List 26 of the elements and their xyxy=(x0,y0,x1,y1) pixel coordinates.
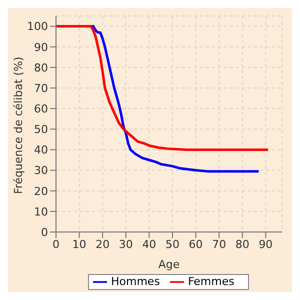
legend-label: Hommes xyxy=(111,275,160,288)
x-tick-label: 70 xyxy=(212,238,226,251)
x-tick-label: 80 xyxy=(235,238,250,251)
x-tick-label: 10 xyxy=(72,238,86,251)
y-axis-title: Fréquence de célibat (%) xyxy=(12,56,25,194)
y-tick-label: 40 xyxy=(34,144,48,157)
x-tick-label: 30 xyxy=(118,238,133,251)
x-tick-label: 90 xyxy=(258,238,273,251)
x-tick-label: 20 xyxy=(96,238,110,251)
y-tick-label: 10 xyxy=(34,205,48,218)
y-tick-label: 70 xyxy=(34,82,48,95)
x-axis-title: Age xyxy=(158,258,180,271)
y-tick-label: 100 xyxy=(27,20,48,34)
line-series xyxy=(56,25,270,151)
y-tick-label: 20 xyxy=(34,184,48,198)
x-tick-label: 50 xyxy=(165,238,180,251)
y-tick-label: 60 xyxy=(34,102,48,116)
y-tick-label: 0 xyxy=(41,226,48,239)
y-tick-label: 80 xyxy=(34,61,48,74)
x-tick-label: 40 xyxy=(142,238,156,251)
y-tick-label: 50 xyxy=(34,123,48,136)
legend-label: Femmes xyxy=(188,275,234,288)
y-tick-label: 90 xyxy=(34,40,48,54)
x-tick-label: 60 xyxy=(188,238,203,251)
y-tick-label: 30 xyxy=(34,164,48,178)
x-tick-label: 0 xyxy=(52,238,60,251)
